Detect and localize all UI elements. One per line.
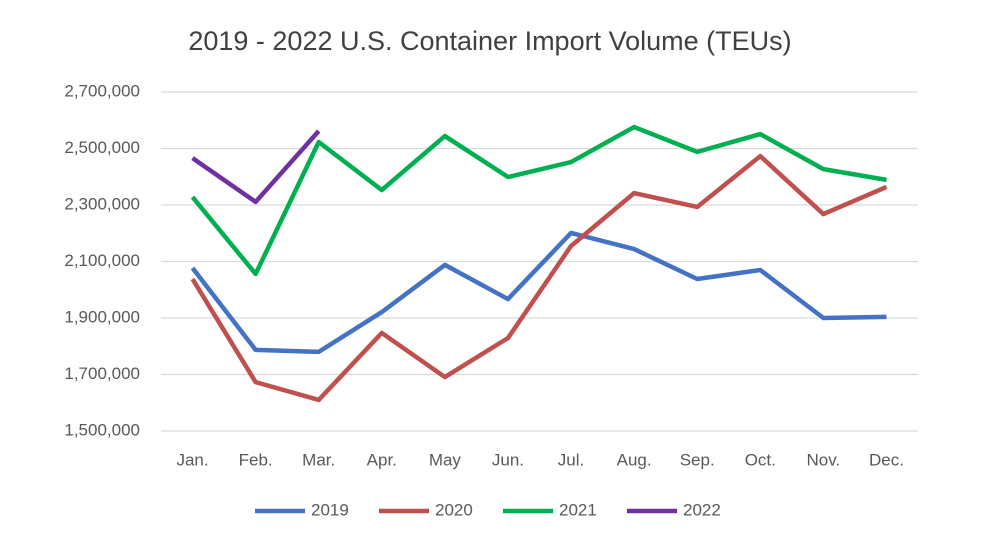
y-tick-label: 2,300,000	[64, 194, 140, 213]
x-tick-label: Apr.	[367, 450, 397, 469]
series-line	[190, 153, 888, 403]
x-tick-label: Aug.	[617, 450, 652, 469]
x-tick-label: May	[429, 450, 462, 469]
x-tick-label: Sep.	[680, 450, 715, 469]
y-tick-label: 1,500,000	[64, 420, 140, 439]
x-tick-label: Nov.	[807, 450, 841, 469]
x-tick-label: Jun.	[492, 450, 524, 469]
y-tick-label: 2,100,000	[64, 251, 140, 270]
x-tick-label: Mar.	[302, 450, 335, 469]
x-tick-label: Dec.	[869, 450, 904, 469]
y-tick-label: 2,500,000	[64, 138, 140, 157]
x-tick-label: Feb.	[239, 450, 273, 469]
x-tick-label: Jul.	[558, 450, 584, 469]
y-tick-label: 2,700,000	[64, 81, 140, 100]
series-line	[191, 129, 321, 205]
legend-label: 2019	[311, 500, 349, 519]
y-tick-label: 1,700,000	[64, 364, 140, 383]
legend-label: 2021	[559, 500, 597, 519]
y-tick-label: 1,900,000	[64, 307, 140, 326]
legend-label: 2022	[683, 500, 721, 519]
legend-label: 2020	[435, 500, 473, 519]
x-tick-label: Jan.	[176, 450, 208, 469]
chart-title: 2019 - 2022 U.S. Container Import Volume…	[188, 26, 791, 56]
x-tick-label: Oct.	[745, 450, 776, 469]
series-line	[190, 230, 887, 355]
series-line	[190, 124, 887, 277]
